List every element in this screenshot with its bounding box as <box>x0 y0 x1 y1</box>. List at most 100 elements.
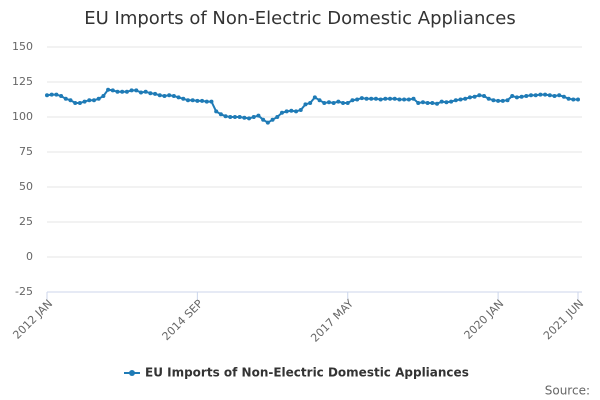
y-tick-label: 0 <box>26 250 33 263</box>
marker <box>439 99 444 104</box>
marker <box>312 95 317 100</box>
marker <box>472 94 477 99</box>
marker <box>326 100 331 105</box>
marker <box>406 97 411 102</box>
marker <box>463 96 468 101</box>
marker <box>124 89 129 94</box>
marker <box>336 99 341 104</box>
marker <box>261 117 266 122</box>
y-tick-label: 150 <box>12 40 33 53</box>
marker <box>500 98 505 103</box>
marker <box>237 115 242 119</box>
marker <box>524 94 529 98</box>
marker <box>138 90 143 95</box>
y-tick-label: 75 <box>19 145 33 158</box>
marker <box>223 114 228 119</box>
marker <box>63 96 68 101</box>
marker <box>505 98 510 103</box>
marker <box>561 94 566 99</box>
marker <box>331 101 336 105</box>
marker <box>157 93 162 98</box>
chart-title: EU Imports of Non-Electric Domestic Appl… <box>84 8 515 29</box>
marker <box>279 110 284 115</box>
marker <box>552 94 557 98</box>
marker <box>444 100 449 105</box>
marker <box>82 99 87 104</box>
marker <box>181 96 186 101</box>
marker <box>275 115 280 119</box>
marker <box>176 95 181 100</box>
marker <box>120 89 125 94</box>
marker <box>576 97 580 102</box>
line <box>46 88 578 124</box>
marker <box>435 101 440 106</box>
legend-label: EU Imports of Non-Electric Domestic Appl… <box>145 366 469 380</box>
marker <box>308 101 313 105</box>
marker <box>345 101 350 105</box>
marker <box>420 100 425 105</box>
marker <box>467 95 472 100</box>
marker <box>510 94 515 98</box>
x-tick-label: 2021 JUN <box>541 297 586 342</box>
marker <box>397 97 402 102</box>
marker <box>106 87 111 92</box>
x-tick-label: 2012 JAN <box>10 297 55 342</box>
marker <box>153 91 158 96</box>
marker <box>148 91 153 96</box>
marker <box>134 88 139 93</box>
y-tick-label: 125 <box>12 75 33 88</box>
marker <box>200 98 205 103</box>
marker <box>190 98 195 103</box>
marker <box>49 92 54 97</box>
marker <box>110 88 115 93</box>
marker <box>251 115 256 119</box>
marker <box>458 97 463 102</box>
marker <box>204 99 209 104</box>
marker <box>411 96 416 101</box>
marker <box>129 88 134 93</box>
marker <box>453 98 458 103</box>
marker <box>364 96 369 101</box>
x-tick-label: 2020 JAN <box>462 297 507 342</box>
marker <box>77 101 82 105</box>
y-tick-label: 25 <box>19 215 33 228</box>
marker <box>303 102 308 107</box>
y-tick-label: 50 <box>19 180 33 193</box>
marker <box>209 99 214 104</box>
marker <box>378 97 383 102</box>
marker <box>96 96 101 101</box>
marker <box>298 108 303 112</box>
marker <box>519 94 524 99</box>
marker <box>533 93 538 98</box>
marker <box>228 115 233 119</box>
marker <box>284 109 289 114</box>
marker <box>350 98 355 103</box>
marker <box>289 108 294 113</box>
marker <box>101 94 106 98</box>
y-tick-label: 100 <box>12 110 33 123</box>
marker <box>232 115 237 119</box>
marker <box>383 96 388 101</box>
marker <box>514 95 519 100</box>
marker <box>265 120 270 125</box>
marker <box>322 101 327 105</box>
marker <box>270 117 275 122</box>
marker <box>449 99 454 104</box>
marker <box>477 93 482 98</box>
marker <box>369 96 374 101</box>
marker <box>355 97 360 102</box>
legend-marker <box>129 370 135 376</box>
x-tick-label: 2014 SEP <box>160 297 206 343</box>
marker <box>373 96 378 101</box>
marker <box>359 96 364 101</box>
marker <box>218 112 223 117</box>
marker <box>256 113 261 118</box>
marker <box>167 93 172 98</box>
marker <box>115 89 120 94</box>
y-tick-label: -25 <box>15 285 33 298</box>
x-tick-label: 2017 MAY <box>308 297 356 345</box>
marker <box>294 109 299 114</box>
marker <box>45 93 49 98</box>
marker <box>91 98 96 103</box>
